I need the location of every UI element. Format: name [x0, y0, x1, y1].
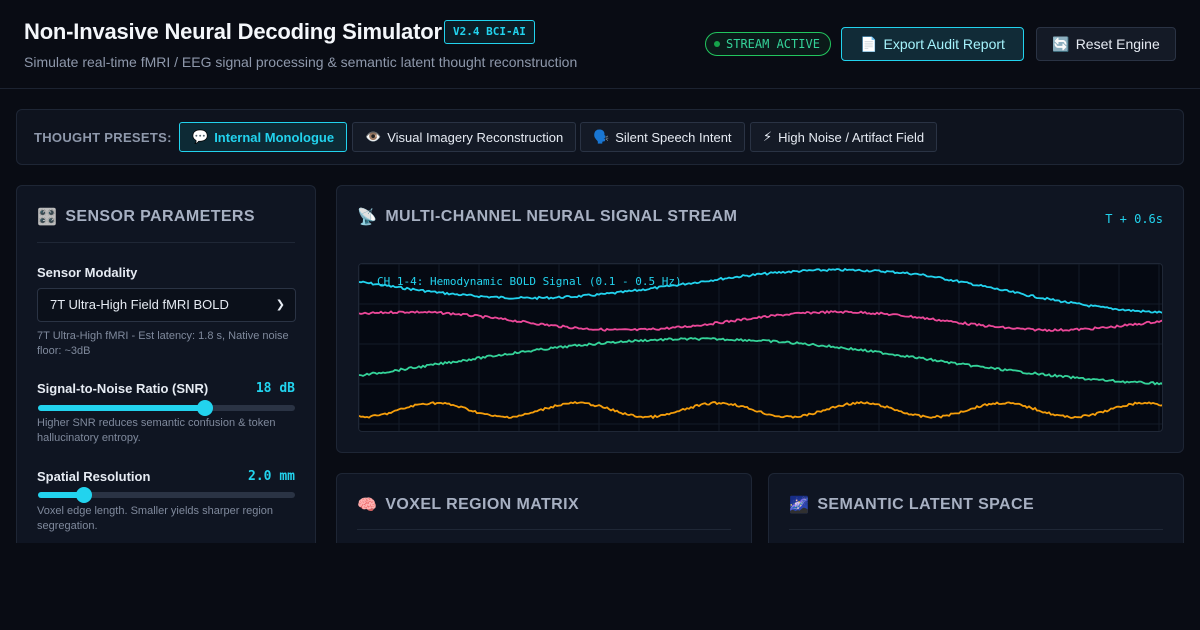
sensor-parameters-panel: 🎛️ SENSOR PARAMETERS Sensor Modality 7T … — [16, 185, 316, 543]
reset-engine-button[interactable]: 🔄 Reset Engine — [1036, 27, 1176, 61]
divider — [789, 529, 1163, 530]
slider-fill — [38, 492, 85, 498]
voxel-title-text: VOXEL REGION MATRIX — [385, 496, 580, 513]
spatial-resolution-label: Spatial Resolution — [37, 469, 151, 484]
speaking-head-icon: 🗣️ — [593, 129, 610, 144]
time-readout: T + 0.6s — [1105, 212, 1163, 226]
channel-label: CH 1-4: Hemodynamic BOLD Signal (0.1 - 0… — [377, 275, 682, 288]
spatial-resolution-hint: Voxel edge length. Smaller yields sharpe… — [37, 505, 274, 532]
signal-plot — [359, 264, 1162, 431]
signal-stream-panel: 📡 MULTI-CHANNEL NEURAL SIGNAL STREAM T +… — [336, 185, 1184, 453]
version-badge: V2.4 BCI-AI — [444, 20, 535, 44]
snr-value: 18 dB — [255, 381, 295, 396]
panel-title: 🌌 SEMANTIC LATENT SPACE — [789, 495, 1034, 515]
satellite-antenna-icon: 📡 — [357, 209, 378, 226]
slider-thumb[interactable] — [197, 400, 214, 416]
preset-label: High Noise / Artifact Field — [778, 129, 925, 145]
app-subtitle: Simulate real-time fMRI / EEG signal pro… — [24, 54, 578, 70]
slider-fill — [38, 405, 206, 411]
chevron-down-icon: ❯ — [275, 299, 285, 311]
preset-visual-imagery[interactable]: 👁️ Visual Imagery Reconstruction — [352, 122, 577, 152]
galaxy-icon: 🌌 — [789, 497, 810, 514]
signal-channel-3 — [359, 337, 1162, 386]
signal-channel-2 — [359, 309, 1162, 333]
signal-title-text: MULTI-CHANNEL NEURAL SIGNAL STREAM — [385, 208, 738, 225]
voxel-region-panel: 🧠 VOXEL REGION MATRIX — [336, 473, 752, 543]
sensor-modality-select[interactable]: 7T Ultra-High Field fMRI BOLD ❯ — [37, 288, 296, 322]
snr-label: Signal-to-Noise Ratio (SNR) — [37, 381, 209, 396]
snr-hint: Higher SNR reduces semantic confusion & … — [37, 417, 276, 444]
export-audit-report-button[interactable]: 📄 Export Audit Report — [841, 27, 1024, 61]
document-icon: 📄 — [860, 35, 878, 52]
semantic-latent-panel: 🌌 SEMANTIC LATENT SPACE — [768, 473, 1184, 543]
preset-internal-monologue[interactable]: 💬 Internal Monologue — [179, 122, 348, 152]
preset-label: Visual Imagery Reconstruction — [387, 129, 564, 145]
stream-status-label: STREAM ACTIVE — [726, 37, 820, 51]
status-dot-icon — [714, 41, 720, 47]
eye-icon: 👁️ — [365, 129, 382, 144]
preset-label: Silent Speech Intent — [615, 129, 732, 145]
speech-bubble-icon: 💬 — [192, 129, 209, 144]
stream-status-badge: STREAM ACTIVE — [705, 32, 831, 56]
export-label: Export Audit Report — [883, 36, 1005, 52]
panel-title: 🎛️ SENSOR PARAMETERS — [37, 207, 255, 227]
thought-presets-bar: THOUGHT PRESETS: 💬 Internal Monologue 👁️… — [16, 109, 1184, 165]
app-header: Non-Invasive Neural Decoding Simulator V… — [0, 0, 1200, 89]
sensor-modality-label: Sensor Modality — [37, 265, 138, 280]
reset-label: Reset Engine — [1075, 36, 1160, 52]
signal-channel-1 — [359, 267, 1162, 314]
lightning-icon: ⚡ — [763, 129, 773, 144]
sensor-modality-hint: 7T Ultra-High fMRI - Est latency: 1.8 s,… — [37, 330, 289, 357]
panel-title: 🧠 VOXEL REGION MATRIX — [357, 495, 579, 515]
preset-label: Internal Monologue — [214, 129, 335, 145]
control-knobs-icon: 🎛️ — [37, 209, 58, 226]
divider — [37, 242, 295, 243]
spatial-resolution-value: 2.0 mm — [248, 469, 295, 484]
presets-label: THOUGHT PRESETS: — [34, 130, 172, 145]
select-value: 7T Ultra-High Field fMRI BOLD — [50, 297, 229, 312]
divider — [357, 529, 731, 530]
semantic-title-text: SEMANTIC LATENT SPACE — [817, 496, 1035, 513]
spatial-resolution-slider[interactable] — [38, 487, 295, 503]
app-title: Non-Invasive Neural Decoding Simulator — [24, 19, 442, 44]
panel-title: 📡 MULTI-CHANNEL NEURAL SIGNAL STREAM — [357, 207, 737, 227]
brain-icon: 🧠 — [357, 497, 378, 514]
snr-slider[interactable] — [38, 400, 295, 416]
sensor-title-text: SENSOR PARAMETERS — [65, 208, 255, 225]
slider-thumb[interactable] — [76, 487, 93, 503]
preset-high-noise[interactable]: ⚡ High Noise / Artifact Field — [750, 122, 938, 152]
signal-channel-4 — [359, 400, 1162, 420]
preset-silent-speech[interactable]: 🗣️ Silent Speech Intent — [580, 122, 745, 152]
refresh-icon: 🔄 — [1052, 35, 1070, 52]
signal-oscilloscope: CH 1-4: Hemodynamic BOLD Signal (0.1 - 0… — [358, 263, 1163, 432]
